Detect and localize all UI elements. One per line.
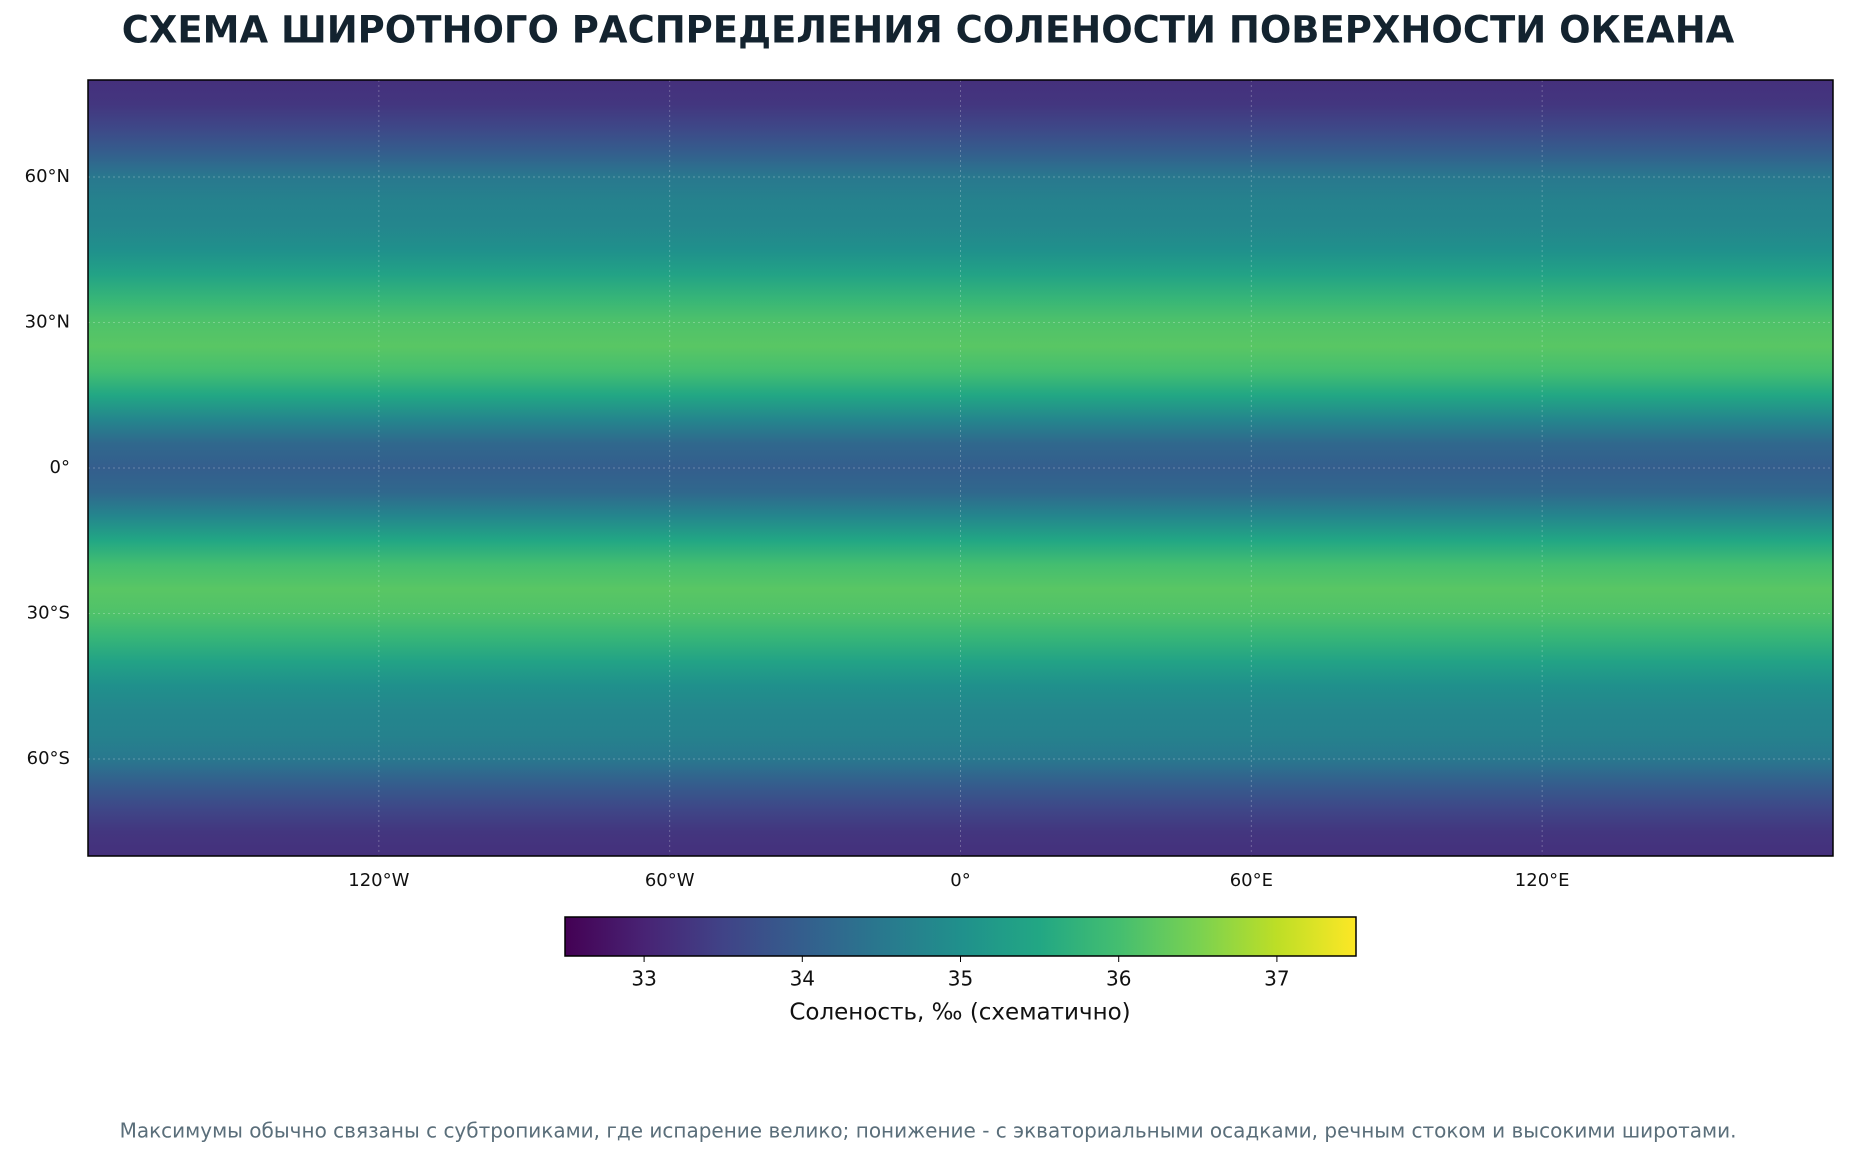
colorbar <box>564 916 1357 957</box>
colorbar-tick-label: 36 <box>1106 967 1131 991</box>
grid <box>88 80 1833 856</box>
ocean <box>88 80 1833 856</box>
y-tick-label: 30°N <box>25 312 70 333</box>
map-frame <box>87 79 1834 857</box>
y-tick-label: 60°S <box>27 748 70 769</box>
x-tick-label: 60°W <box>645 870 695 891</box>
colorbar-tick-label: 34 <box>790 967 815 991</box>
colorbar-tick-label: 35 <box>948 967 973 991</box>
x-tick-label: 120°E <box>1515 870 1570 891</box>
y-tick-label: 0° <box>50 457 70 478</box>
footnote: Максимумы обычно связаны с субтропиками,… <box>120 1119 1737 1143</box>
y-tick-label: 60°N <box>25 166 70 187</box>
colorbar-label: Соленость, ‰ (схематично) <box>789 1000 1130 1026</box>
colorbar-tick-label: 33 <box>631 967 656 991</box>
x-tick-label: 0° <box>950 870 970 891</box>
x-tick-label: 60°E <box>1230 870 1273 891</box>
colorbar-tick-label: 37 <box>1264 967 1289 991</box>
chart-title: СХЕМА ШИРОТНОГО РАСПРЕДЕЛЕНИЯ СОЛЕНОСТИ … <box>122 9 1735 52</box>
y-tick-label: 30°S <box>27 603 70 624</box>
x-tick-label: 120°W <box>348 870 409 891</box>
